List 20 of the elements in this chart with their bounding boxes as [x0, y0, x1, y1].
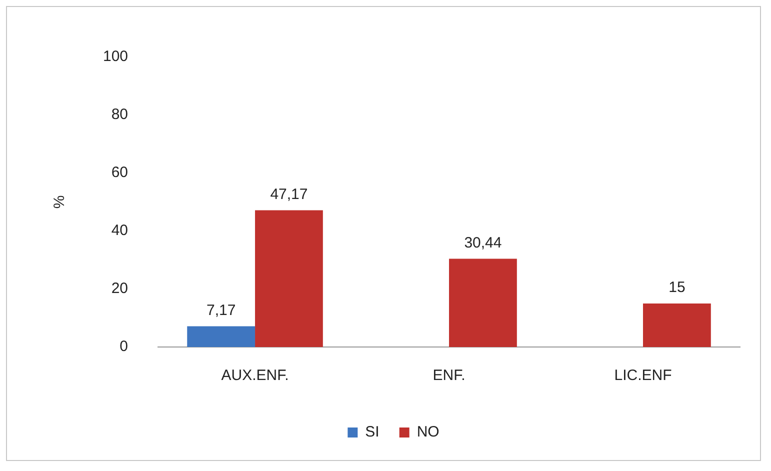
data-label: 47,17 — [270, 186, 308, 203]
bar — [643, 304, 711, 347]
y-tick-label: 60 — [111, 164, 128, 182]
data-label: 30,44 — [464, 234, 502, 252]
legend-label: NO — [416, 424, 440, 441]
x-tick-label: AUX.ENF. — [221, 367, 289, 384]
bar — [255, 210, 323, 347]
bar — [187, 326, 256, 347]
y-axis-title: % — [51, 195, 68, 209]
y-tick-label: 100 — [102, 48, 128, 66]
y-tick-label: 80 — [111, 106, 128, 124]
y-tick-label: 0 — [120, 338, 128, 356]
legend-label: SI — [365, 424, 380, 441]
x-tick-label: LIC.ENF — [614, 367, 672, 384]
bar — [449, 258, 517, 347]
data-label: 15 — [668, 279, 686, 296]
x-tick-label: ENF. — [432, 367, 466, 384]
y-tick-label: 20 — [111, 280, 128, 298]
data-label: 7,17 — [206, 302, 236, 319]
y-tick-label: 40 — [111, 222, 128, 240]
